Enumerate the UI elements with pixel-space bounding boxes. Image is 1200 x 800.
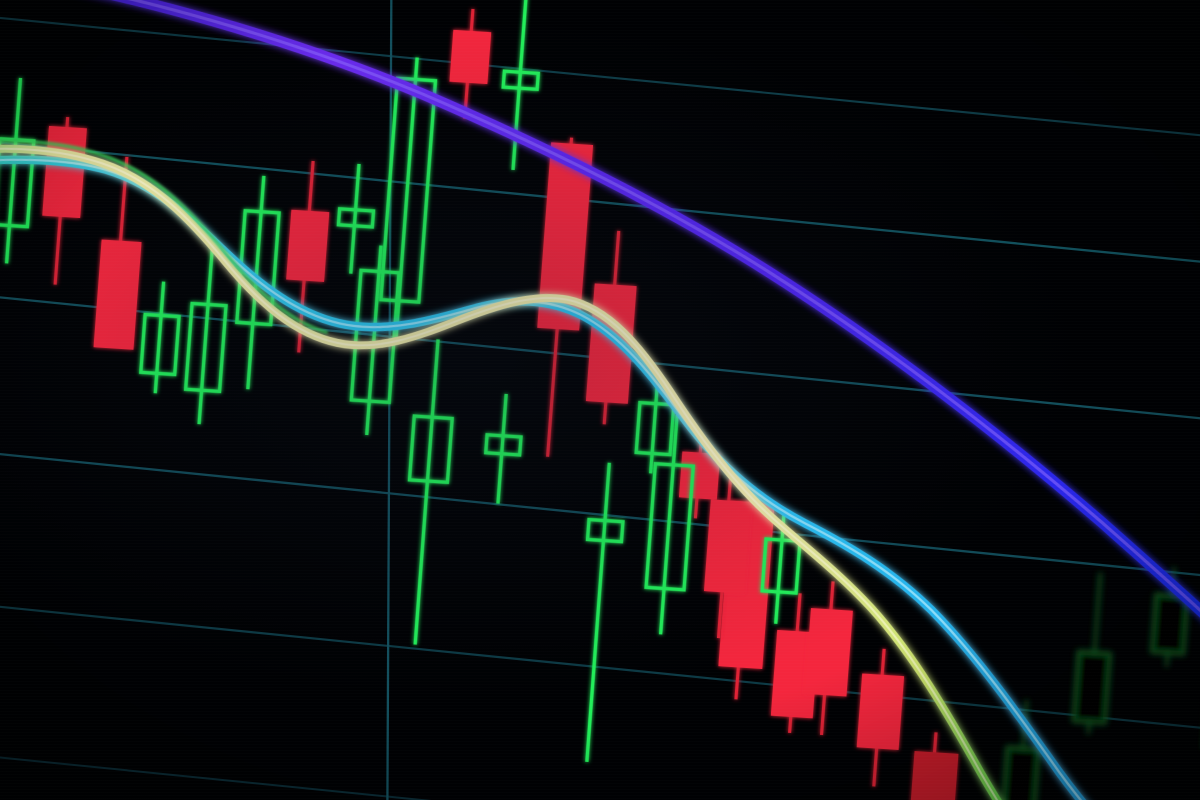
candlestick-chart[interactable] bbox=[0, 0, 1200, 800]
chart-panel bbox=[0, 0, 1200, 800]
trading-screen-photo bbox=[0, 0, 1200, 800]
